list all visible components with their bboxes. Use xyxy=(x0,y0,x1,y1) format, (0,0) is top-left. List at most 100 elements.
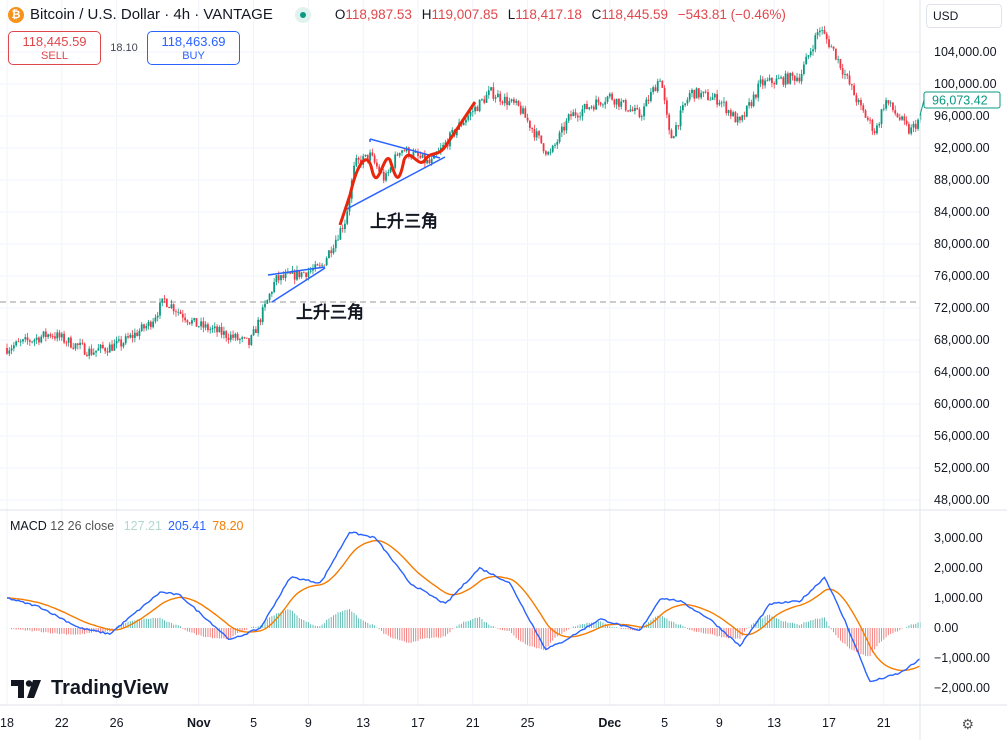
sell-button[interactable]: 118,445.59 SELL xyxy=(8,31,101,65)
candle xyxy=(314,260,317,272)
candle xyxy=(385,170,387,183)
candle xyxy=(474,104,476,115)
candle xyxy=(675,122,677,138)
candle xyxy=(869,117,871,125)
symbol-title[interactable]: Bitcoin / U.S. Dollar · 4h · VANTAGE xyxy=(30,6,273,23)
candle xyxy=(634,104,636,115)
candle-body xyxy=(675,125,677,137)
candle xyxy=(417,148,419,161)
candle xyxy=(15,340,18,348)
candle-body xyxy=(197,326,200,328)
candle xyxy=(713,92,716,101)
candle-body xyxy=(844,74,846,75)
candle xyxy=(149,320,152,330)
candle xyxy=(54,331,56,341)
candle-body xyxy=(280,275,282,281)
time-tick: 21 xyxy=(877,716,891,730)
candle xyxy=(903,113,906,126)
candle-body xyxy=(81,342,84,344)
candle-body xyxy=(111,344,113,351)
price-tick: 96,000.00 xyxy=(934,109,990,123)
candle xyxy=(618,98,620,111)
time-tick: 17 xyxy=(822,716,836,730)
candle xyxy=(650,88,652,103)
candle xyxy=(636,104,639,110)
market-status-icon[interactable] xyxy=(294,6,311,23)
candle xyxy=(828,35,830,49)
candle-body xyxy=(855,95,858,103)
gear-icon[interactable]: ⚙ xyxy=(961,716,974,732)
candle xyxy=(656,78,659,94)
candle xyxy=(56,329,59,342)
candle-body xyxy=(791,72,794,76)
candle-body xyxy=(51,336,54,337)
candle xyxy=(695,87,698,99)
candle-body xyxy=(414,152,417,153)
candle-body xyxy=(216,326,218,333)
candle-body xyxy=(793,75,796,81)
candle xyxy=(544,150,547,157)
candle-body xyxy=(821,30,824,31)
candle-body xyxy=(209,329,212,331)
candle-body xyxy=(54,336,56,339)
candle xyxy=(654,84,657,92)
candle-body xyxy=(720,102,723,104)
candle-body xyxy=(120,339,123,347)
candle xyxy=(720,100,723,108)
candle xyxy=(344,219,346,233)
candle-body xyxy=(846,74,849,76)
candle xyxy=(302,271,305,274)
currency-select[interactable]: USD xyxy=(926,4,1002,28)
candle-body xyxy=(912,123,915,128)
candle xyxy=(257,316,260,337)
candle-body xyxy=(862,105,865,111)
candle xyxy=(896,112,899,118)
candle xyxy=(627,110,629,113)
candle-body xyxy=(35,337,38,340)
price-tick: 84,000.00 xyxy=(934,205,990,219)
candle-body xyxy=(695,88,698,99)
candle-body xyxy=(328,250,330,259)
candle xyxy=(83,342,86,356)
candle-body xyxy=(99,344,102,349)
candle-body xyxy=(106,351,109,353)
candle xyxy=(79,338,81,350)
candle xyxy=(254,326,257,334)
buy-button[interactable]: 118,463.69 BUY xyxy=(147,31,240,65)
candle xyxy=(894,105,897,116)
candle-body xyxy=(636,107,639,110)
candle xyxy=(332,244,335,255)
candle xyxy=(508,97,511,106)
candle xyxy=(784,70,787,88)
tradingview-logo-icon xyxy=(11,679,41,698)
candle xyxy=(129,332,132,339)
price-path-annotation xyxy=(338,101,477,226)
candle xyxy=(396,152,399,157)
price-tick: 100,000.00 xyxy=(934,77,997,91)
candle-body xyxy=(195,318,198,327)
candle xyxy=(394,151,397,170)
candle-body xyxy=(700,92,703,98)
tradingview-logo[interactable]: TradingView xyxy=(11,677,168,700)
candle-body xyxy=(494,97,497,99)
candle xyxy=(837,55,840,64)
candle-body xyxy=(355,158,358,166)
candle-body xyxy=(533,129,536,138)
candle xyxy=(218,325,221,333)
candle xyxy=(24,333,27,343)
candle xyxy=(298,270,301,280)
candle-body xyxy=(620,101,623,107)
candle-body xyxy=(670,130,673,139)
candle-body xyxy=(510,99,513,102)
candle-body xyxy=(814,35,817,50)
candle-body xyxy=(599,102,602,105)
candle-body xyxy=(133,332,136,338)
candle-body xyxy=(723,101,725,103)
macd-legend[interactable]: MACD 12 26 close 127.21 205.41 78.20 xyxy=(10,519,244,533)
candle xyxy=(517,100,520,107)
candle xyxy=(225,330,228,342)
candle-body xyxy=(618,98,620,107)
candle-body xyxy=(108,344,111,353)
